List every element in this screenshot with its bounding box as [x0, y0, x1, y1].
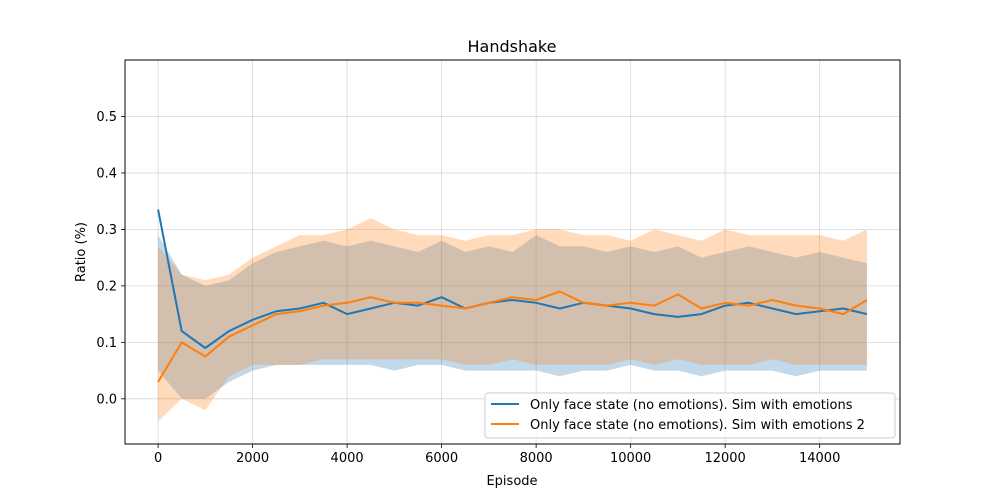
x-tick-label: 4000 [331, 451, 364, 466]
x-tick-label: 6000 [425, 451, 458, 466]
x-tick-label: 12000 [704, 451, 745, 466]
y-tick-label: 0.3 [96, 223, 117, 238]
series-band-1 [158, 218, 867, 422]
y-tick-label: 0.1 [96, 336, 117, 351]
legend-label-1: Only face state (no emotions). Sim with … [530, 418, 865, 433]
legend-box [484, 392, 896, 439]
y-tick-label: 0.4 [96, 166, 117, 181]
x-axis: 0 2000 4000 6000 8000 10000 12000 14000 [154, 444, 840, 466]
y-tick-label: 0.5 [96, 110, 117, 125]
plot-frame [124, 59, 901, 445]
x-tick-label: 2000 [236, 451, 269, 466]
legend-label-0: Only face state (no emotions). Sim with … [530, 398, 853, 413]
y-tick-label: 0.0 [96, 392, 117, 407]
y-tick-label: 0.2 [96, 279, 117, 294]
x-tick-label: 8000 [520, 451, 553, 466]
grid [125, 60, 900, 444]
x-tick-label: 14000 [799, 451, 840, 466]
series-lines [157, 209, 868, 383]
y-axis: 0.0 0.1 0.2 0.3 0.4 0.5 [96, 110, 125, 407]
chart-title: Handshake [468, 37, 557, 56]
x-tick-label: 0 [154, 451, 162, 466]
series-line-1 [157, 290, 868, 383]
confidence-bands [158, 218, 867, 422]
series-band-0 [158, 235, 867, 399]
legend: Only face state (no emotions). Sim with … [484, 392, 896, 439]
y-axis-label: Ratio (%) [74, 222, 89, 282]
x-axis-label: Episode [486, 474, 537, 489]
x-tick-label: 10000 [610, 451, 651, 466]
